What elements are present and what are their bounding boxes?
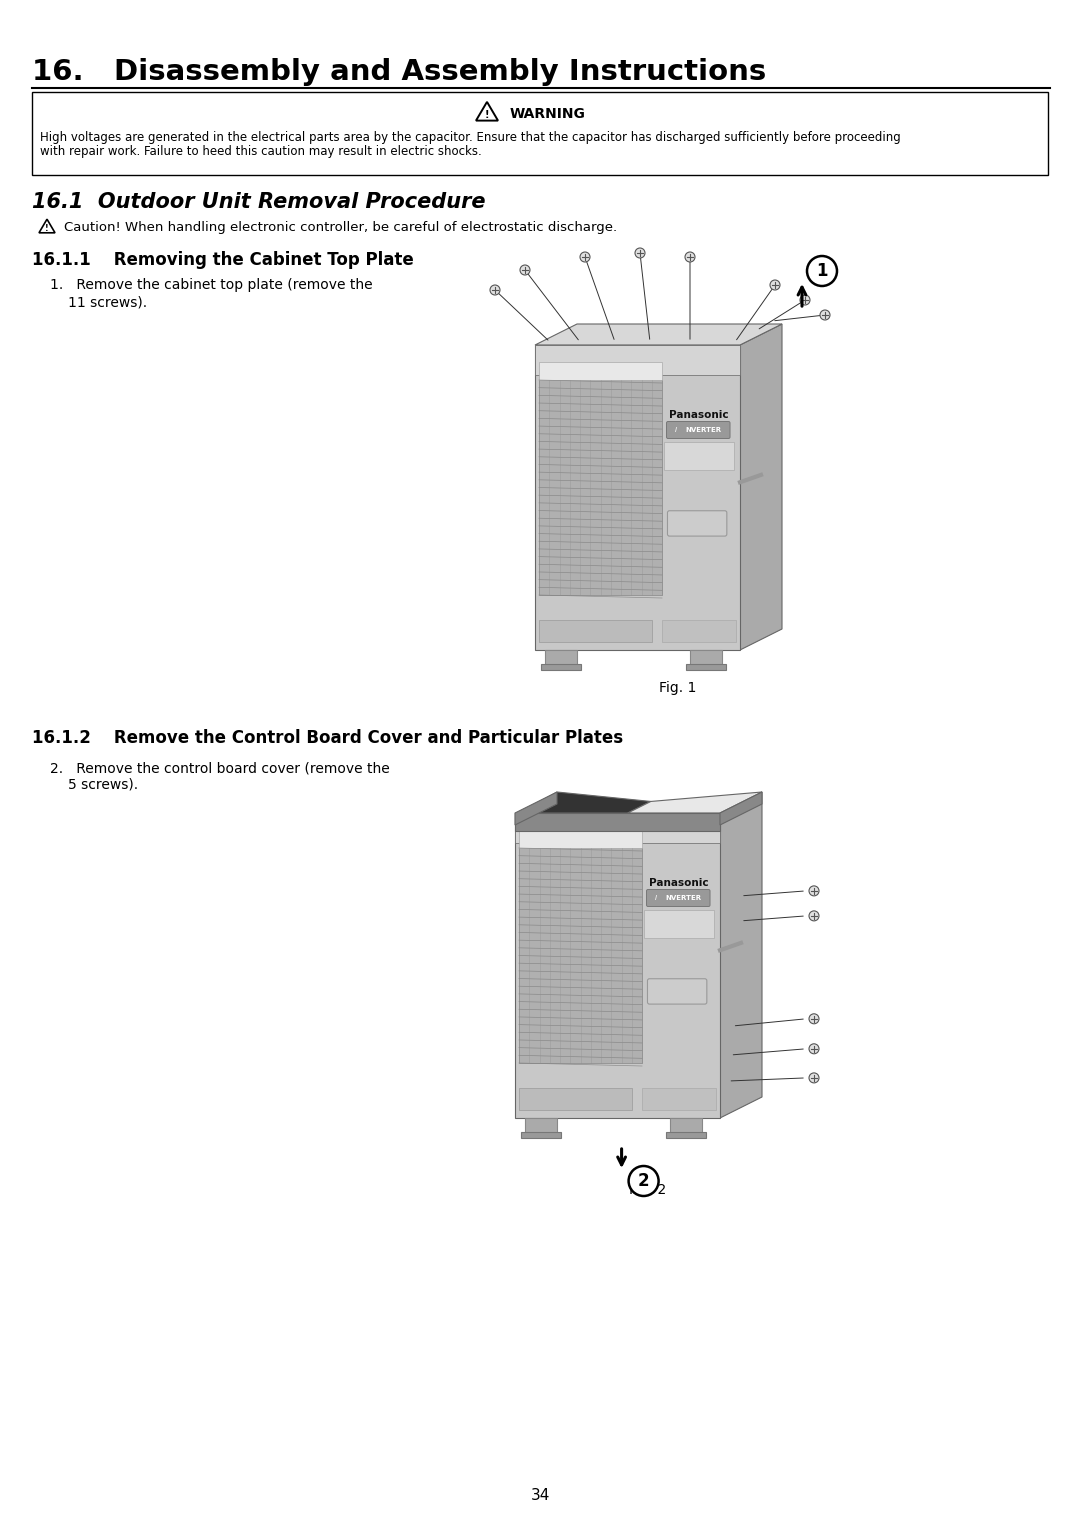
Text: 16.1.1    Removing the Cabinet Top Plate: 16.1.1 Removing the Cabinet Top Plate: [32, 250, 414, 269]
Polygon shape: [666, 1132, 706, 1138]
Text: Ι: Ι: [654, 895, 657, 901]
Polygon shape: [686, 664, 726, 670]
Text: 2.   Remove the control board cover (remove the: 2. Remove the control board cover (remov…: [50, 760, 390, 776]
Text: !: !: [45, 224, 49, 234]
Text: with repair work. Failure to heed this caution may result in electric shocks.: with repair work. Failure to heed this c…: [40, 145, 482, 159]
Polygon shape: [720, 793, 762, 1118]
FancyBboxPatch shape: [648, 979, 706, 1005]
Circle shape: [809, 886, 819, 896]
FancyBboxPatch shape: [643, 1089, 716, 1110]
Text: Panasonic: Panasonic: [649, 878, 708, 889]
Text: !: !: [485, 110, 489, 119]
FancyBboxPatch shape: [535, 345, 740, 376]
FancyBboxPatch shape: [539, 380, 662, 596]
Text: Ι: Ι: [675, 428, 677, 434]
FancyBboxPatch shape: [515, 812, 720, 1118]
Text: NVERTER: NVERTER: [685, 428, 721, 434]
FancyBboxPatch shape: [662, 620, 735, 641]
FancyBboxPatch shape: [666, 421, 730, 438]
Text: 1.   Remove the cabinet top plate (remove the: 1. Remove the cabinet top plate (remove …: [50, 278, 373, 292]
Polygon shape: [535, 324, 782, 345]
FancyBboxPatch shape: [644, 910, 714, 938]
Circle shape: [809, 1073, 819, 1083]
Circle shape: [490, 286, 500, 295]
Circle shape: [809, 1044, 819, 1054]
Polygon shape: [545, 651, 577, 666]
Circle shape: [770, 279, 780, 290]
Text: 11 screws).: 11 screws).: [68, 295, 147, 308]
Text: NVERTER: NVERTER: [665, 895, 701, 901]
Polygon shape: [541, 664, 581, 670]
FancyBboxPatch shape: [519, 847, 642, 1063]
FancyBboxPatch shape: [539, 362, 662, 380]
Polygon shape: [627, 793, 762, 812]
Polygon shape: [720, 793, 762, 825]
FancyBboxPatch shape: [647, 890, 710, 907]
Text: Panasonic: Panasonic: [670, 411, 729, 420]
Polygon shape: [521, 1132, 561, 1138]
Circle shape: [807, 257, 837, 286]
Circle shape: [580, 252, 590, 263]
Text: 1: 1: [816, 263, 827, 279]
Polygon shape: [690, 651, 723, 666]
Text: Fig. 1: Fig. 1: [659, 681, 697, 695]
Text: WARNING: WARNING: [510, 107, 585, 121]
Polygon shape: [519, 793, 651, 812]
Text: Caution! When handling electronic controller, be careful of electrostatic discha: Caution! When handling electronic contro…: [64, 221, 617, 235]
Circle shape: [809, 912, 819, 921]
Circle shape: [685, 252, 696, 263]
Circle shape: [635, 247, 645, 258]
Text: Fig. 2: Fig. 2: [629, 1183, 666, 1197]
FancyBboxPatch shape: [535, 345, 740, 651]
FancyBboxPatch shape: [519, 831, 642, 847]
Text: High voltages are generated in the electrical parts area by the capacitor. Ensur: High voltages are generated in the elect…: [40, 130, 901, 144]
FancyBboxPatch shape: [515, 812, 720, 843]
Text: 5 screws).: 5 screws).: [68, 777, 138, 793]
Text: 2: 2: [638, 1173, 649, 1190]
FancyBboxPatch shape: [664, 441, 734, 470]
Text: 16.1  Outdoor Unit Removal Procedure: 16.1 Outdoor Unit Removal Procedure: [32, 192, 486, 212]
Polygon shape: [525, 1118, 557, 1135]
Circle shape: [809, 1014, 819, 1023]
Polygon shape: [740, 324, 782, 651]
FancyBboxPatch shape: [515, 812, 720, 831]
Circle shape: [629, 1167, 659, 1196]
Circle shape: [519, 266, 530, 275]
Text: 16.   Disassembly and Assembly Instructions: 16. Disassembly and Assembly Instruction…: [32, 58, 766, 86]
Text: 16.1.2    Remove the Control Board Cover and Particular Plates: 16.1.2 Remove the Control Board Cover an…: [32, 728, 623, 747]
FancyBboxPatch shape: [539, 620, 651, 641]
Text: 34: 34: [530, 1487, 550, 1503]
Circle shape: [800, 295, 810, 305]
Polygon shape: [515, 793, 557, 825]
FancyBboxPatch shape: [519, 1089, 632, 1110]
FancyBboxPatch shape: [32, 92, 1048, 176]
Polygon shape: [670, 1118, 702, 1135]
Circle shape: [820, 310, 831, 321]
FancyBboxPatch shape: [667, 510, 727, 536]
